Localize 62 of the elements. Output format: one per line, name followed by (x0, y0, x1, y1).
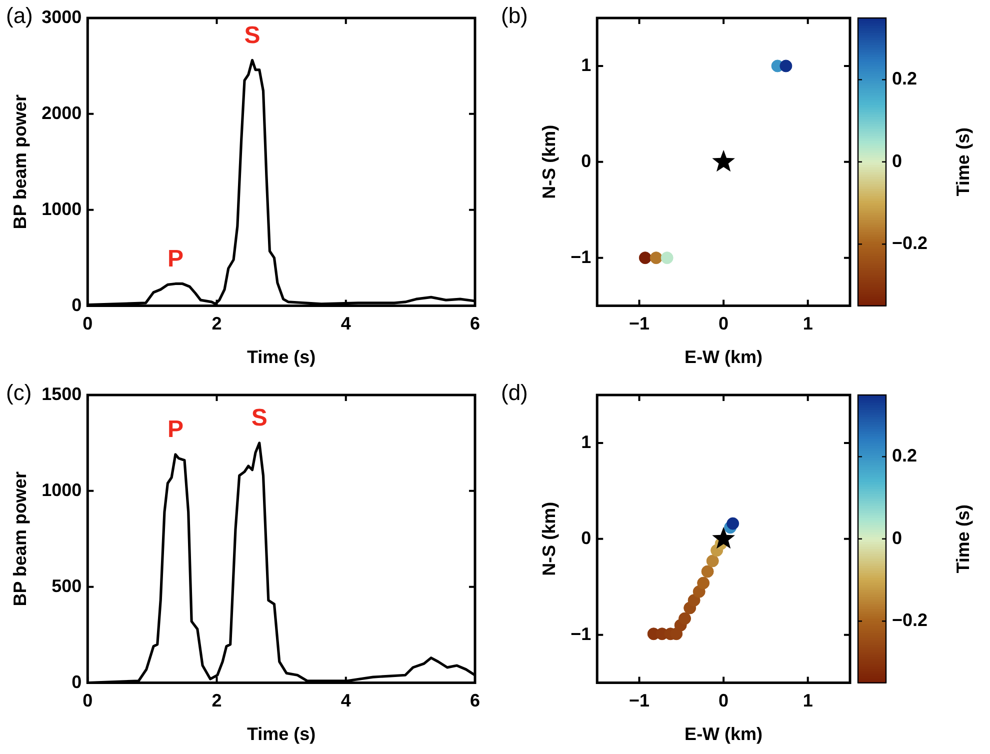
color-bar-label: −0.2 (892, 233, 928, 254)
y-axis-title: BP beam power (10, 94, 30, 230)
y-axis-title: N-S (km) (538, 502, 559, 576)
x-axis-title: Time (s) (246, 347, 316, 368)
point (660, 252, 674, 264)
x-tick-label: 4 (340, 314, 351, 334)
point (706, 554, 719, 568)
annotation: P (167, 416, 184, 444)
color-bar-label: 0.2 (892, 68, 918, 89)
point (712, 526, 735, 549)
y-tick-label: 1000 (42, 480, 82, 500)
y-tick-label: 500 (52, 576, 82, 596)
x-tick-label: 6 (470, 314, 480, 334)
color-bar-label: 0 (892, 150, 902, 171)
point (688, 594, 700, 607)
color-bar-label: −0.2 (892, 610, 928, 630)
x-tick-label: 1 (802, 314, 813, 334)
y-tick-label: 0 (72, 672, 82, 692)
y-tick-label: 0 (581, 150, 592, 171)
x-axis-title: E-W (km) (684, 724, 763, 744)
x-tick-label: −1 (629, 690, 650, 711)
chart-title: (a) (6, 3, 33, 28)
color-bar-label: 0 (892, 528, 902, 548)
x-tick-label: 4 (340, 690, 351, 711)
point (726, 517, 740, 530)
y-axis-title: N-S (km) (538, 124, 559, 199)
x-tick-label: 1 (802, 690, 813, 711)
annotation: S (244, 22, 260, 49)
x-tick-label: 6 (470, 690, 480, 711)
y-tick-label: 1000 (42, 198, 82, 219)
point (712, 150, 735, 172)
color-bar-label: 0.2 (892, 446, 918, 466)
point (638, 252, 652, 264)
point (780, 60, 792, 72)
y-tick-label: 0 (72, 294, 82, 315)
point (697, 576, 710, 590)
y-axis-title: BP beam power (10, 472, 30, 606)
color-bar-title: Time (s) (952, 504, 973, 574)
x-axis-title: E-W (km) (684, 347, 763, 368)
y-tick-label: 1 (581, 432, 592, 452)
x-tick-label: 0 (718, 314, 729, 334)
y-tick-label: −1 (570, 246, 592, 267)
x-axis-title: Time (s) (246, 724, 316, 744)
y-tick-label: 3000 (42, 6, 82, 27)
y-tick-label: 0 (581, 528, 592, 548)
point (650, 252, 662, 264)
y-tick-label: 1 (581, 54, 592, 75)
y-tick-label: 1500 (42, 384, 82, 404)
x-tick-label: 0 (718, 690, 729, 711)
y-tick-label: −1 (570, 624, 592, 644)
annotation: P (167, 245, 184, 272)
point (701, 565, 714, 578)
x-tick-label: 2 (212, 314, 222, 334)
annotation: S (251, 404, 268, 432)
color-bar-title: Time (s) (952, 128, 973, 196)
point (678, 612, 692, 625)
y-tick-label: 2000 (42, 102, 82, 123)
chart-title: (c) (6, 380, 32, 406)
chart-title: (d) (501, 380, 528, 406)
chart-title: (b) (501, 3, 528, 28)
x-tick-label: −1 (629, 314, 650, 334)
x-tick-label: 2 (212, 690, 222, 711)
